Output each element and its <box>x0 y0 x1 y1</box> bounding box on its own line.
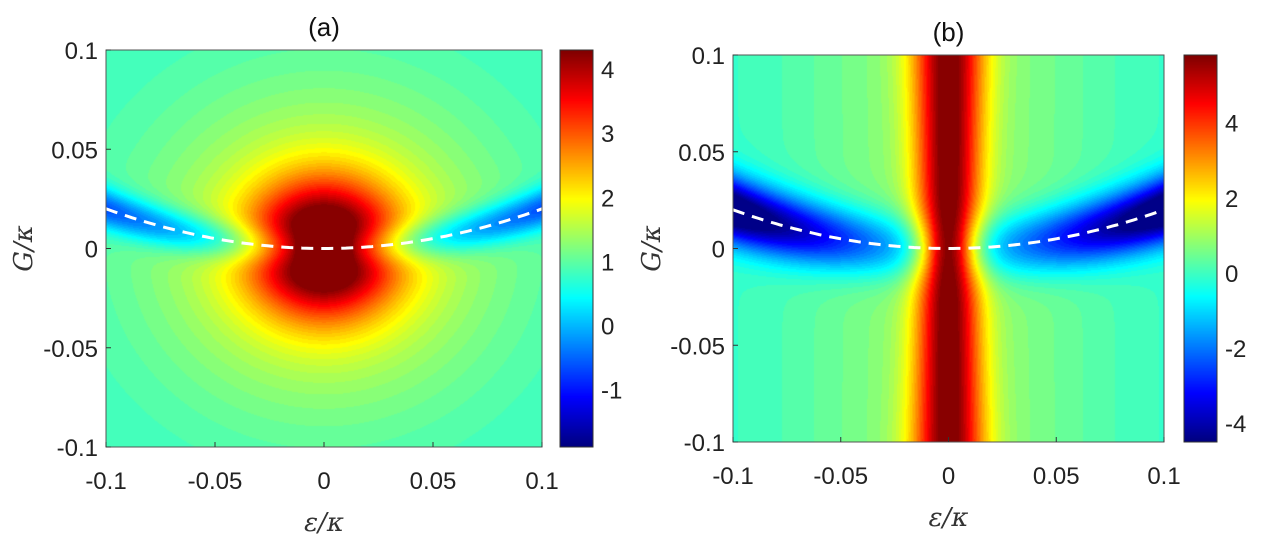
colorbar-tick-label: -4 <box>1225 411 1246 438</box>
x-tick-label: -0.1 <box>85 468 126 495</box>
x-tick-label: 0.1 <box>525 468 558 495</box>
x-tick-label: 0.05 <box>410 468 457 495</box>
x-tick-label: 0.1 <box>1147 463 1180 490</box>
panel-b: -0.1 -0.05 0 0.05 0.1 0.1 0.05 0 -0.05 -0.1 (b) ε/κ… <box>637 17 1246 533</box>
colorbar-tick-label: 0 <box>601 313 614 340</box>
colorbar-tick-label: 1 <box>601 249 614 276</box>
y-tick-label: 0 <box>85 237 98 264</box>
colorbar-tick-label: 2 <box>1225 186 1238 213</box>
colorbar-tick-label: 3 <box>601 121 614 148</box>
y-tick-label: -0.05 <box>670 333 725 360</box>
colorbar-tick-label: 2 <box>601 185 614 212</box>
colorbar-tick-label: 0 <box>1225 261 1238 288</box>
y-tick-label: -0.05 <box>43 336 98 363</box>
heatmap-b <box>733 55 1164 442</box>
colorbar-tick-label: 4 <box>601 57 614 84</box>
x-tick-label: -0.05 <box>813 463 868 490</box>
panel-title: (b) <box>933 17 965 47</box>
y-axis-label: G/κ <box>637 225 667 272</box>
colorbar-a <box>560 50 593 447</box>
y-tick-label: 0.1 <box>65 38 98 65</box>
y-tick-label: 0.05 <box>678 140 725 167</box>
panel-a: -0.1 -0.05 0 0.05 0.1 0.1 0.05 0 -0.05 -0.1 (a) ε/κ… <box>9 12 622 538</box>
x-tick-label: -0.1 <box>712 463 753 490</box>
heatmap-a <box>106 50 542 447</box>
y-axis-label: G/κ <box>9 225 39 272</box>
y-tick-label: 0.1 <box>692 43 725 70</box>
y-tick-label: -0.1 <box>57 435 98 462</box>
colorbar-tick-label: -1 <box>601 377 622 404</box>
y-tick-label: 0.05 <box>51 137 98 164</box>
y-tick-label: -0.1 <box>684 430 725 457</box>
x-tick-label: 0 <box>317 468 330 495</box>
panel-title: (a) <box>308 12 340 42</box>
x-tick-label: 0 <box>942 463 955 490</box>
colorbar-tick-label: -2 <box>1225 336 1246 363</box>
y-tick-label: 0 <box>712 237 725 264</box>
x-axis-label: ε/κ <box>304 508 344 538</box>
x-tick-label: -0.05 <box>188 468 243 495</box>
x-axis-label: ε/κ <box>929 503 969 533</box>
colorbar-tick-label: 4 <box>1225 111 1238 138</box>
colorbar-b <box>1184 55 1217 442</box>
x-tick-label: 0.05 <box>1033 463 1080 490</box>
